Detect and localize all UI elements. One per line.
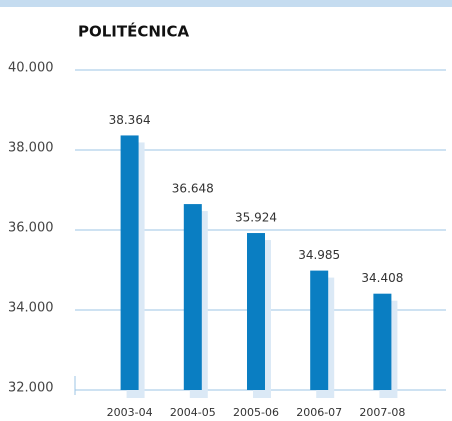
bar [373,293,392,390]
y-tick-label: 40.000 [8,61,54,76]
value-label: 34.408 [361,271,403,285]
x-tick-label: 2005-06 [233,406,279,419]
value-label: 38.364 [109,113,151,127]
x-tick-label: 2004-05 [170,406,216,419]
bar [120,135,139,390]
bar [310,270,329,390]
chart-title: POLITÉCNICA [78,22,190,41]
value-label: 35.924 [235,211,277,225]
x-tick-label: 2007-08 [359,406,405,419]
y-tick-label: 36.000 [8,221,54,236]
value-label: 36.648 [172,182,214,196]
bar [183,204,202,390]
y-tick-label: 32.000 [8,381,54,396]
y-tick-label: 38.000 [8,141,54,156]
bar [247,233,265,390]
top-band [0,0,452,7]
value-label: 34.985 [298,248,340,262]
x-tick-label: 2003-04 [107,406,153,419]
y-tick-label: 34.000 [8,301,54,316]
x-tick-label: 2006-07 [296,406,342,419]
